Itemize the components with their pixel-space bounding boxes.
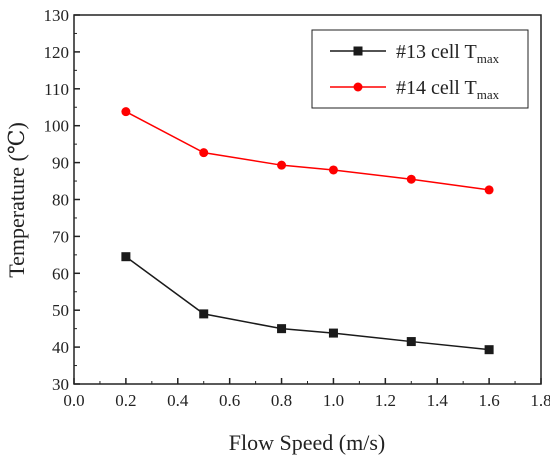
data-point [199,148,209,158]
y-axis: 30 40 50 60 70 80 90 100 110 120 130 [44,6,80,394]
x-axis-title: Flow Speed (m/s) [229,430,385,455]
data-point [199,309,209,319]
data-point [277,160,287,170]
y-tick-label: 70 [52,227,69,246]
legend-label-series-1-subscript: max [477,51,500,66]
data-point [484,345,494,355]
data-point [328,165,338,175]
data-point [121,252,131,262]
legend-label-series-2: #14 cell Tmax [396,77,500,102]
y-tick-label: 50 [52,301,69,320]
data-point [277,324,287,334]
legend-label-series-2-main: #14 cell T [396,77,477,99]
series-1 [121,252,494,355]
x-tick-label: 1.2 [375,391,396,410]
data-point [121,107,131,117]
y-tick-label: 30 [52,375,69,394]
x-tick-label: 1.4 [427,391,449,410]
series-2-line [125,111,490,191]
legend-label-series-2-subscript: max [477,87,500,102]
legend-marker-series-1 [353,46,363,56]
y-tick-label: 110 [44,80,69,99]
x-tick-label: 0.0 [63,391,84,410]
y-tick-label: 90 [52,154,69,173]
legend-box [311,29,529,109]
data-point [406,174,416,184]
x-tick-label: 0.6 [219,391,240,410]
y-tick-label: 120 [44,43,70,62]
legend-marker-series-2 [353,82,363,92]
x-tick-label: 0.8 [271,391,292,410]
x-tick-label: 1.8 [530,391,550,410]
legend: #13 cell Tmax #14 cell Tmax [311,29,529,109]
series-2 [121,107,494,195]
x-tick-label: 1.6 [478,391,499,410]
y-tick-label: 60 [52,264,69,283]
data-point [484,185,494,195]
y-tick-label: 100 [44,117,70,136]
data-point [406,337,416,347]
y-tick-label: 80 [52,191,69,210]
y-tick-label: 130 [44,6,70,25]
y-tick-label: 40 [52,338,69,357]
x-tick-label: 1.0 [323,391,344,410]
x-tick-label: 0.4 [167,391,189,410]
series-layer [121,107,494,355]
x-axis: 0.0 0.2 0.4 0.6 0.8 1.0 1.2 1.4 1.6 1.8 [63,378,550,410]
y-axis-title: Temperature (℃) [4,122,29,278]
series-1-line [125,256,490,351]
data-point [328,328,338,338]
legend-label-series-1-main: #13 cell T [396,41,477,63]
legend-label-series-1: #13 cell Tmax [396,41,500,66]
x-tick-label: 0.2 [115,391,136,410]
